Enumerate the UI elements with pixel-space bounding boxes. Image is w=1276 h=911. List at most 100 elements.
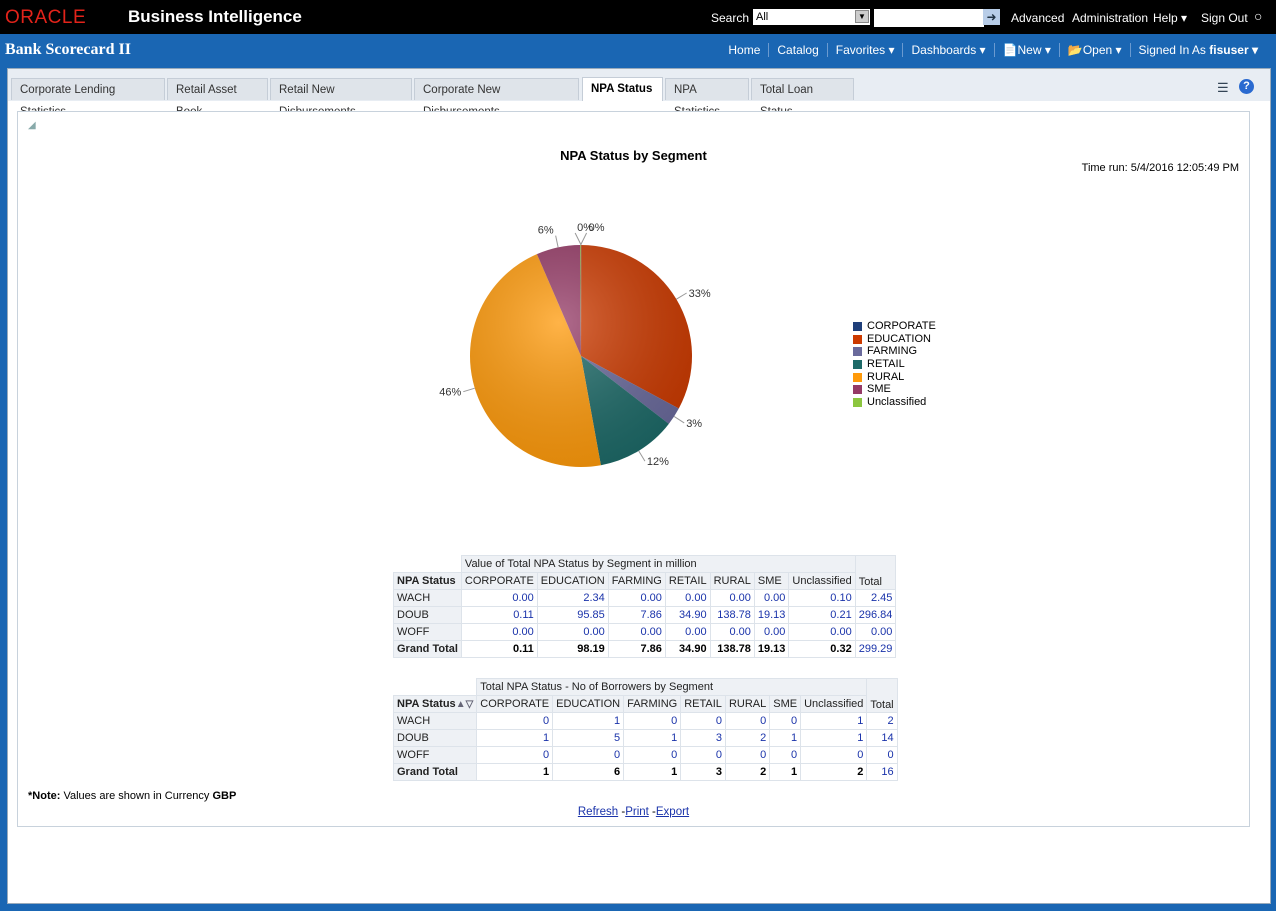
table-cell: 98.19 <box>536 640 609 658</box>
table-cell[interactable]: 0 <box>623 712 682 730</box>
table-cell[interactable]: 0 <box>769 712 802 730</box>
tab-retail-asset-book[interactable]: Retail Asset Book <box>167 78 268 118</box>
table-cell[interactable]: 0 <box>800 746 868 764</box>
table-cell[interactable]: 0 <box>680 746 726 764</box>
table-cell[interactable]: 1 <box>476 729 554 747</box>
table-cell[interactable]: 0.00 <box>536 623 609 641</box>
tab-npa-statistics[interactable]: NPA Statistics <box>665 78 749 118</box>
table-cell[interactable]: 0.00 <box>607 589 666 607</box>
export-link[interactable]: Export <box>655 806 690 818</box>
advanced-link[interactable]: Advanced <box>1011 11 1065 25</box>
nav-dashboards[interactable]: Dashboards ▾ <box>902 43 993 57</box>
search-scope-select[interactable]: All ▼ <box>753 9 870 25</box>
legend-item[interactable]: SME <box>853 383 936 396</box>
table-cell[interactable]: 0 <box>476 746 554 764</box>
chevron-down-icon[interactable]: ▼ <box>855 10 869 23</box>
table-cell[interactable]: 0 <box>724 712 771 730</box>
nav-favorites[interactable]: Favorites ▾ <box>826 43 903 57</box>
nav-new[interactable]: 📄New ▾ <box>993 43 1059 57</box>
help-menu[interactable]: Help ▾ <box>1153 11 1188 25</box>
row-total[interactable]: 296.84 <box>854 606 897 624</box>
table-cell[interactable]: 0 <box>680 712 726 730</box>
sort-icon[interactable]: ▲▽ <box>455 699 474 710</box>
row-total[interactable]: 16 <box>866 763 898 781</box>
table-row: DOUB 1 5 1 3 2 1 1 14 <box>392 729 898 747</box>
table-cell[interactable]: 0 <box>623 746 682 764</box>
table-cell[interactable]: 34.90 <box>664 606 711 624</box>
column-header: SME <box>753 572 790 590</box>
table-cell[interactable]: 0.10 <box>788 589 856 607</box>
search-go-button[interactable]: ➜ <box>983 9 1000 25</box>
table-cell[interactable]: 0 <box>476 712 554 730</box>
legend-item[interactable]: RETAIL <box>853 358 936 371</box>
table-cell[interactable]: 0.00 <box>607 623 666 641</box>
table-cell[interactable]: 1 <box>552 712 625 730</box>
refresh-link[interactable]: Refresh <box>577 806 619 818</box>
sign-out-link[interactable]: Sign Out <box>1201 11 1248 25</box>
nav-open[interactable]: 📂Open ▾ <box>1058 43 1130 57</box>
row-label: WACH <box>393 589 462 607</box>
chart-title: NPA Status by Segment <box>560 148 707 163</box>
row-total[interactable]: 299.29 <box>854 640 897 658</box>
table-cell[interactable]: 0 <box>552 746 625 764</box>
page-options-icon[interactable]: ☰ <box>1217 80 1229 95</box>
table-cell[interactable]: 1 <box>800 729 868 747</box>
legend-item[interactable]: RURAL <box>853 371 936 384</box>
table-cell: 34.90 <box>664 640 711 658</box>
legend-item[interactable]: Unclassified <box>853 396 936 409</box>
column-header: RURAL <box>724 695 771 713</box>
oracle-logo: ORACLE <box>5 7 87 28</box>
table-cell[interactable]: 0 <box>769 746 802 764</box>
legend-label: CORPORATE <box>867 320 936 332</box>
table-cell[interactable]: 0.00 <box>709 623 755 641</box>
table-cell[interactable]: 19.13 <box>753 606 790 624</box>
nav-catalog[interactable]: Catalog <box>768 43 826 57</box>
table-cell[interactable]: 0.00 <box>709 589 755 607</box>
table-cell[interactable]: 0.00 <box>460 623 538 641</box>
signed-in-menu[interactable]: Signed In As fisuser ▾ <box>1129 43 1266 57</box>
table-cell[interactable]: 0.00 <box>753 589 790 607</box>
search-scope-value: All <box>756 11 769 23</box>
table-row: WOFF 0 0 0 0 0 0 0 0 <box>392 746 898 764</box>
table-cell[interactable]: 0.00 <box>664 589 711 607</box>
table-cell[interactable]: 3 <box>680 729 726 747</box>
row-header-label[interactable]: NPA Status▲▽ <box>392 695 478 713</box>
table-cell[interactable]: 0.00 <box>753 623 790 641</box>
table-cell[interactable]: 2 <box>724 729 771 747</box>
collapse-icon[interactable]: ◢ <box>28 120 36 131</box>
table-cell[interactable]: 2.34 <box>536 589 609 607</box>
legend-item[interactable]: FARMING <box>853 345 936 358</box>
table-cell[interactable]: 7.86 <box>607 606 666 624</box>
row-total[interactable]: 0 <box>866 746 898 764</box>
table-cell[interactable]: 95.85 <box>536 606 609 624</box>
row-total[interactable]: 0.00 <box>854 623 897 641</box>
table-cell[interactable]: 0.00 <box>664 623 711 641</box>
tab-corporate-lending-statistics[interactable]: Corporate Lending Statistics <box>11 78 165 118</box>
legend-item[interactable]: EDUCATION <box>853 333 936 346</box>
nav-home[interactable]: Home <box>728 43 761 57</box>
table-cell[interactable]: 138.78 <box>709 606 755 624</box>
tab-corporate-new-disbursements[interactable]: Corporate New Disbursements <box>414 78 579 118</box>
tab-total-loan-status[interactable]: Total Loan Status <box>751 78 854 118</box>
table-cell[interactable]: 1 <box>800 712 868 730</box>
help-icon[interactable]: ? <box>1239 79 1254 94</box>
note-currency: GBP <box>212 790 237 802</box>
print-link[interactable]: Print <box>625 806 649 818</box>
tab-retail-new-disbursements[interactable]: Retail New Disbursements <box>270 78 412 118</box>
legend-item[interactable]: CORPORATE <box>853 320 936 333</box>
table-cell[interactable]: 0.11 <box>460 606 538 624</box>
row-total[interactable]: 2 <box>866 712 898 730</box>
search-input[interactable] <box>874 9 984 27</box>
table-cell[interactable]: 0.00 <box>460 589 538 607</box>
table-cell[interactable]: 1 <box>623 729 682 747</box>
table-cell[interactable]: 5 <box>552 729 625 747</box>
table-cell[interactable]: 0.00 <box>788 623 856 641</box>
table-cell[interactable]: 0.21 <box>788 606 856 624</box>
table-cell[interactable]: 0 <box>724 746 771 764</box>
time-run: Time run: 5/4/2016 12:05:49 PM <box>1081 162 1239 174</box>
tab-npa-status[interactable]: NPA Status <box>582 77 663 101</box>
row-total[interactable]: 2.45 <box>854 589 897 607</box>
row-total[interactable]: 14 <box>866 729 898 747</box>
administration-link[interactable]: Administration <box>1072 11 1149 25</box>
table-cell[interactable]: 1 <box>769 729 802 747</box>
